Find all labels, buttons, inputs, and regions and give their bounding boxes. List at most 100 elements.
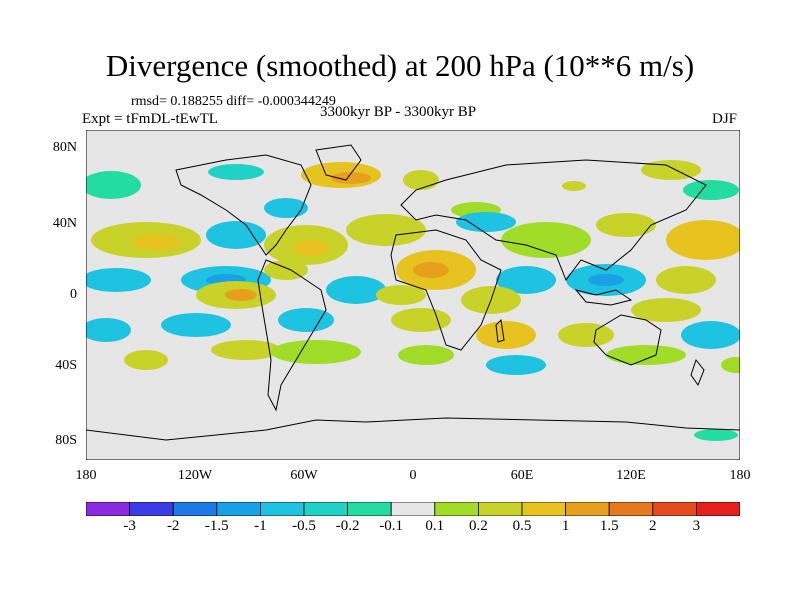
colorbar-label: -2 [166,518,180,534]
lat-label-80n: 80N [52,140,77,155]
colorbar-label: 1.5 [599,518,619,534]
field-blob [656,266,716,294]
greenland-coast [315,144,362,181]
field-blob [326,276,386,304]
colorbar-swatch [696,502,740,516]
field-blob [562,181,586,191]
field-blob [558,323,614,347]
colorbar-swatch [259,502,305,516]
field-blob [264,198,308,218]
colorbar-label: 1 [561,518,570,534]
field-blob [331,172,371,184]
colorbar-swatch [129,502,174,516]
australia-coast [593,314,662,366]
eurasia-coast [400,159,707,282]
field-blob [124,350,168,370]
experiment-label: Expt = tFmDL-tEwTL [82,111,218,127]
field-blob [456,212,516,232]
field-blob [376,285,426,305]
colorbar-swatch [216,502,261,516]
madagascar-coast [495,318,505,343]
field-blob [631,298,701,322]
field-blob [86,318,131,342]
field-blob [596,213,656,237]
lat-label-80s: 80S [55,433,77,448]
field-blob [293,240,329,256]
africa-coast [390,229,502,351]
field-blob [211,340,281,360]
lon-label-120e: 120E [616,468,646,483]
colorbar-label: -0.2 [335,518,360,534]
lon-label-120w: 120W [177,468,213,483]
lat-label-40s: 40S [55,358,77,373]
colorbar-label: -3 [123,518,136,534]
field-blob [588,274,624,286]
field-blob [86,171,141,199]
colorbar-swatch [347,502,392,516]
colorbar-label: 2 [649,518,657,534]
field-blob [264,260,308,280]
field-blob [721,357,740,373]
field-blob [501,222,591,258]
colorbar-swatch [303,502,348,516]
field-blob [641,160,701,180]
colorbar-label: -1.5 [204,518,229,534]
new-zealand-coast [690,358,705,387]
north-america-coast [175,154,312,256]
field-blob [694,429,738,441]
field-blob [666,220,740,260]
colorbar-swatch [390,502,436,516]
season-label: DJF [712,111,738,127]
field-blob [403,170,439,190]
colorbar-label: 3 [692,518,701,534]
field-blob [208,164,264,180]
colorbar-label: -1 [254,518,267,534]
colorbar-label: -0.1 [379,518,404,534]
lat-label-40n: 40N [52,216,77,231]
colorbar-label: 0.5 [512,518,532,534]
colorbar-swatch [86,502,130,516]
lon-label-180-east: 180 [729,468,751,483]
field-blob [225,289,257,301]
field-blob [398,345,454,365]
lon-label-60w: 60W [290,468,318,483]
colorbar [86,502,740,516]
field-blob [278,308,334,332]
field-blob [486,355,546,375]
field-blob [206,221,266,249]
colorbar-swatch [172,502,218,516]
colorbar-swatch [652,502,697,516]
divergence-map [86,130,740,460]
colorbar-swatch [565,502,610,516]
field-blob [346,214,426,246]
field-blob [86,268,151,292]
field-blob [683,180,739,200]
field-blob [413,262,449,278]
south-america-coast [257,259,327,412]
field-blob [161,313,231,337]
field-blob [476,321,536,349]
colorbar-label: 0.1 [425,518,445,534]
lon-label-60e: 60E [510,468,534,483]
lon-label-180-west: 180 [75,468,97,483]
indonesia-coast [574,289,633,306]
field-blob [681,321,740,349]
colorbar-label: 0.2 [469,518,488,534]
coastlines [86,144,740,441]
field-blob [496,266,556,294]
lon-label-0: 0 [409,468,417,483]
colorbar-swatch [434,502,479,516]
field-blob [271,340,361,364]
divergence-field [86,160,740,441]
colorbar-swatch [477,502,523,516]
plot-title: Divergence (smoothed) at 200 hPa (10**6 … [105,48,695,83]
field-blob [131,234,181,250]
colorbar-swatch [521,502,566,516]
stats-label: rmsd= 0.188255 diff= -0.000344249 [131,94,336,109]
colorbar-swatch [608,502,654,516]
field-blob [391,308,451,332]
antarctica-coast [86,417,740,441]
field-blob [606,345,686,365]
lat-label-0: 0 [70,287,77,302]
colorbar-label: -0.5 [292,518,316,534]
